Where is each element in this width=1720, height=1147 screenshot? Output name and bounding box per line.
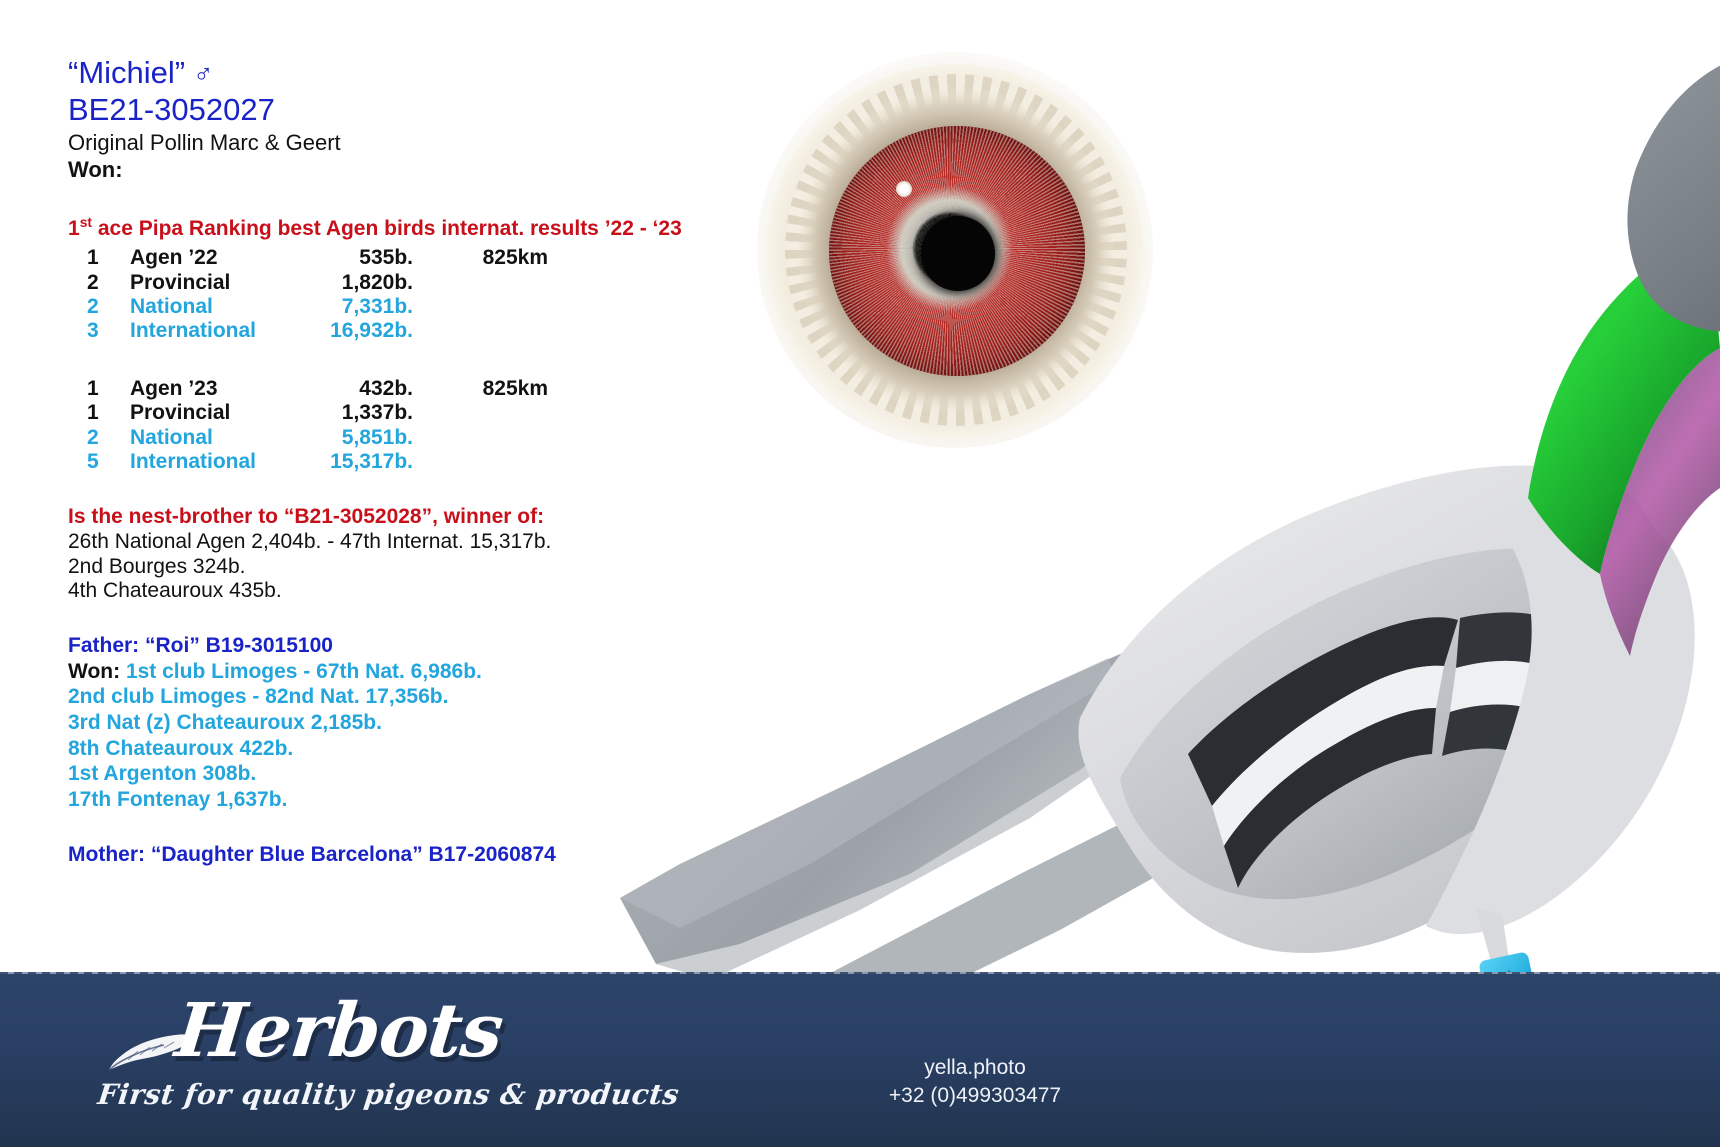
- result-race: Agen ’22: [130, 246, 218, 270]
- footer-top-hairline: [0, 972, 1720, 974]
- eye-iris: [829, 126, 1085, 376]
- wing-bar-lower: [1224, 708, 1436, 888]
- eye-catchlight: [895, 181, 912, 197]
- results-table-2022: 1 Agen ’22 535b. 825km 2 Provincial 1,82…: [68, 246, 688, 344]
- pigeon-neck-purple: [1600, 348, 1720, 656]
- result-position: 2: [87, 270, 99, 294]
- pigeon-ring-number: BE21-3052027: [68, 91, 275, 127]
- table-row: 2 Provincial 1,820b.: [68, 271, 688, 295]
- result-birds: 15,317b.: [330, 450, 413, 474]
- result-race: Provincial: [130, 401, 231, 425]
- table-row: 2 National 7,331b.: [68, 295, 688, 319]
- pigeon-wing: [1120, 548, 1636, 900]
- ace-heading-ordinal-suffix: st: [79, 213, 93, 230]
- father-result-line: 8th Chateauroux 422b.: [68, 736, 294, 760]
- result-race: National: [130, 425, 213, 449]
- photographer-phone: +32 (0)499303477: [888, 1084, 1062, 1108]
- result-distance: [413, 271, 548, 295]
- herbots-tagline: First for quality pigeons & products: [95, 1078, 682, 1111]
- father-result-line: 2nd club Limoges - 82nd Nat. 17,356b.: [68, 685, 449, 709]
- result-birds: 16,932b.: [330, 319, 413, 343]
- eye-pupil: [921, 216, 996, 291]
- pigeon-neck-green: [1528, 240, 1720, 574]
- result-birds: 535b.: [359, 246, 413, 270]
- result-race: International: [130, 319, 257, 343]
- pigeon-tail: [620, 654, 1172, 964]
- result-birds: 1,337b.: [341, 401, 413, 425]
- wing-bar-body-lower: [1442, 704, 1528, 756]
- mother-heading: Mother: “Daughter Blue Barcelona” B17-20…: [68, 842, 556, 866]
- table-row: 5 International 15,317b.: [68, 450, 688, 474]
- father-result-line: 3rd Nat (z) Chateauroux 2,185b.: [68, 711, 382, 735]
- table-row: 1 Agen ’22 535b. 825km: [68, 246, 688, 270]
- nest-brother-heading: Is the nest-brother to “B21-3052028”, wi…: [68, 504, 545, 528]
- pigeon-body: [1078, 465, 1667, 953]
- result-birds: 432b.: [359, 376, 413, 400]
- pigeon-breast: [1426, 499, 1695, 935]
- wing-bar-upper: [1188, 617, 1458, 806]
- pedigree-text-panel: “Michiel” ♂ BE21-3052027 Original Pollin …: [68, 55, 688, 867]
- ace-ranking-heading: 1st ace Pipa Ranking best Agen birds int…: [68, 213, 688, 242]
- result-distance: 825km: [482, 376, 548, 400]
- table-row: 1 Agen ’23 432b. 825km: [68, 377, 688, 401]
- wing-bar-white-gap: [1212, 665, 1444, 846]
- feather-icon: [108, 1034, 200, 1071]
- result-distance: [413, 295, 548, 319]
- pigeon-name-label: “Michiel”: [68, 55, 186, 90]
- result-race: National: [130, 294, 213, 318]
- won-label: Won:: [68, 157, 123, 183]
- result-position: 1: [87, 246, 99, 270]
- result-position: 1: [87, 401, 99, 425]
- nest-brother-line: 26th National Agen 2,404b. - 47th Intern…: [68, 529, 552, 553]
- father-result-line: 17th Fontenay 1,637b.: [68, 787, 288, 811]
- result-position: 2: [87, 294, 99, 318]
- father-won-first-line: Won: 1st club Limoges - 67th Nat. 6,986b…: [68, 659, 688, 685]
- footer-band: Herbots First for quality pigeons & prod…: [0, 972, 1720, 1147]
- table-row: 2 National 5,851b.: [68, 426, 688, 450]
- pigeon-origin: Original Pollin Marc & Geert: [68, 130, 341, 156]
- father-heading: Father: “Roi” B19-3015100: [68, 634, 333, 658]
- male-sex-icon: ♂: [193, 59, 214, 89]
- ace-heading-pre: 1: [68, 216, 80, 240]
- results-table-2023: 1 Agen ’23 432b. 825km 1 Provincial 1,33…: [68, 377, 688, 475]
- wing-bar-body-gap: [1450, 660, 1542, 712]
- ace-heading-rest: ace Pipa Ranking best Agen birds interna…: [92, 216, 682, 240]
- result-position: 3: [87, 319, 99, 343]
- photo-credit: yella.photo +32 (0)499303477: [760, 1054, 1190, 1111]
- herbots-logo: Herbots First for quality pigeons & prod…: [80, 986, 681, 1136]
- result-distance: [413, 426, 548, 450]
- photographer-name: yella.photo: [924, 1056, 1026, 1079]
- result-position: 2: [87, 425, 99, 449]
- result-race: International: [130, 450, 257, 474]
- father-result-line: 1st Argenton 308b.: [68, 762, 257, 786]
- nest-brother-line: 4th Chateauroux 435b.: [68, 579, 282, 603]
- herbots-wordmark: Herbots: [171, 988, 507, 1074]
- father-won-label: Won:: [68, 659, 121, 683]
- result-position: 1: [87, 376, 99, 400]
- result-race: Provincial: [130, 270, 231, 294]
- result-birds: 5,851b.: [341, 425, 413, 449]
- wing-bar-body-upper: [1456, 612, 1558, 668]
- result-distance: [413, 401, 548, 425]
- pigeon-eye-photo: [757, 52, 1153, 448]
- result-distance: [413, 450, 548, 474]
- nest-brother-line: 2nd Bourges 324b.: [68, 554, 246, 578]
- result-race: Agen ’23: [130, 376, 218, 400]
- result-distance: 825km: [482, 246, 548, 270]
- table-row: 3 International 16,932b.: [68, 319, 688, 343]
- result-distance: [413, 319, 548, 343]
- table-row: 1 Provincial 1,337b.: [68, 401, 688, 425]
- result-birds: 7,331b.: [341, 294, 413, 318]
- pigeon-name: “Michiel” ♂: [68, 55, 688, 91]
- result-birds: 1,820b.: [341, 270, 413, 294]
- pigeon-leg-feathers: [1476, 908, 1510, 970]
- result-position: 5: [87, 450, 99, 474]
- pigeon-head: [1627, 65, 1720, 332]
- father-won-first: 1st club Limoges - 67th Nat. 6,986b.: [125, 659, 482, 683]
